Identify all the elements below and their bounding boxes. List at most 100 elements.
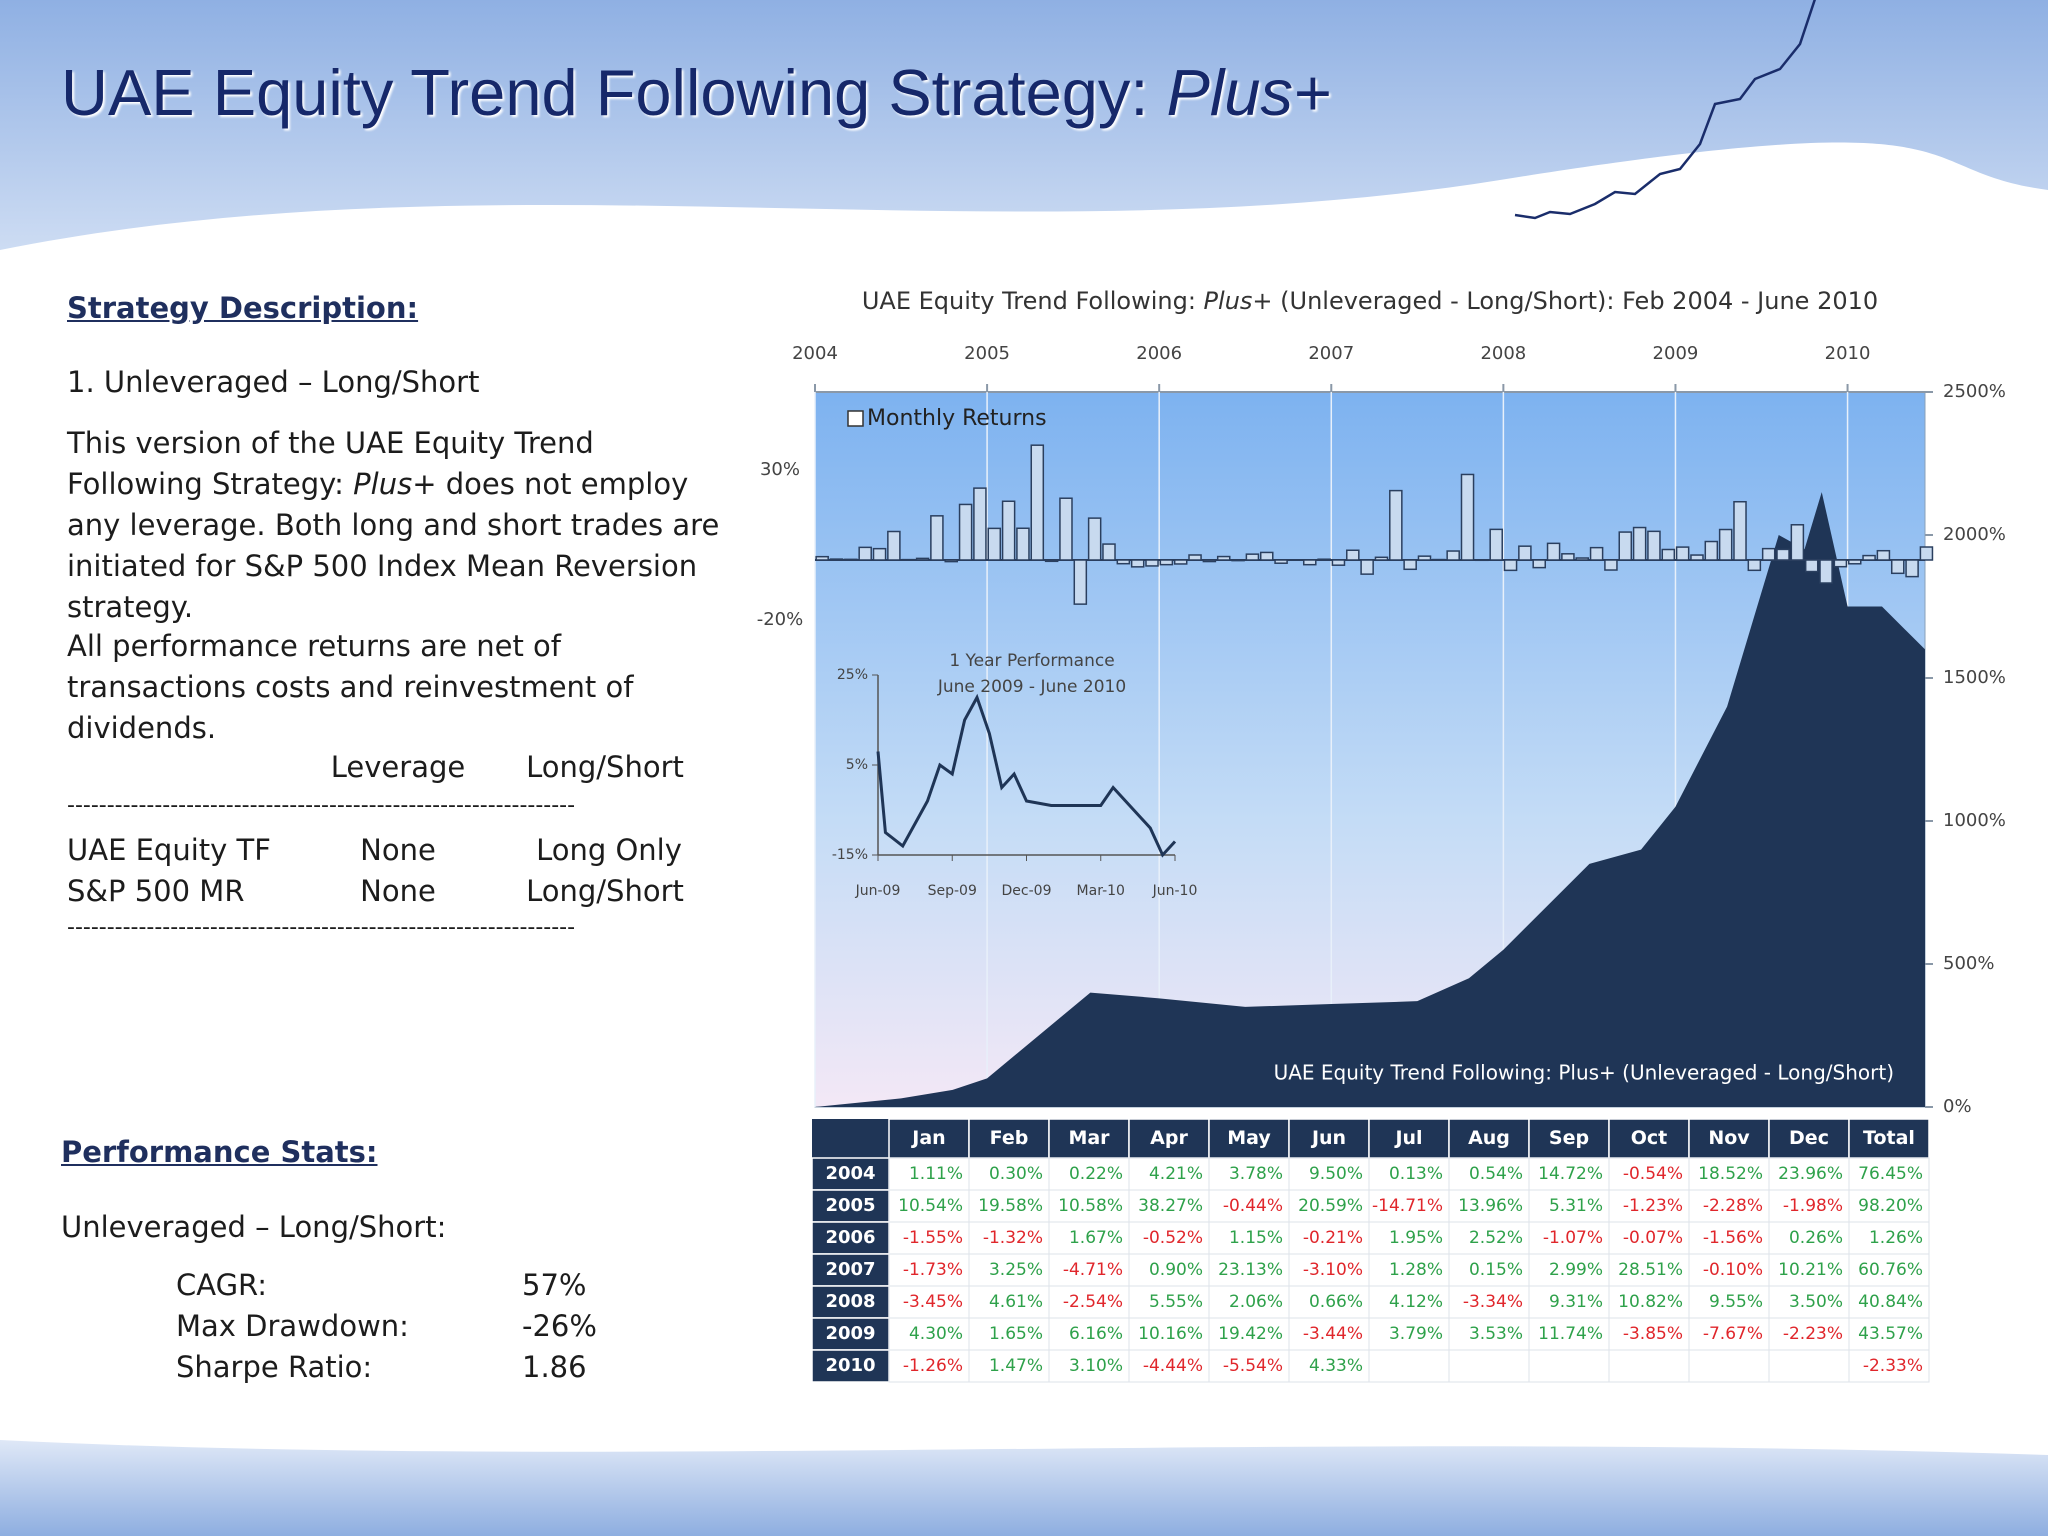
cumulative-area	[815, 492, 1925, 1108]
x-tick-label: 2010	[1825, 343, 1871, 364]
y2-tick-label: 0%	[1943, 1096, 1972, 1117]
table-cell-value: 3.53%	[1469, 1324, 1523, 1344]
table-cell	[888, 1157, 970, 1191]
table-cell	[968, 1253, 1050, 1287]
bar	[1847, 559, 1862, 565]
table-cell-value: 0.15%	[1469, 1260, 1523, 1280]
table-cell	[1768, 1317, 1850, 1351]
table-cell-value: 1.11%	[909, 1164, 963, 1184]
cell: Long/Short	[526, 874, 684, 908]
x-tick-label: 2009	[1653, 343, 1699, 364]
bar	[1446, 550, 1460, 561]
table-cell	[1768, 1157, 1850, 1191]
table-cell-value: 13.96%	[1458, 1196, 1523, 1216]
bar	[1532, 559, 1546, 569]
table-cell	[1848, 1349, 1930, 1383]
inset-x-tick-label: Jun-10	[1152, 883, 1198, 899]
table-cell	[1848, 1157, 1930, 1191]
divider: ----------------------------------------…	[67, 915, 576, 940]
table-cell	[1368, 1349, 1450, 1383]
bar	[958, 503, 973, 561]
table-cell	[1528, 1253, 1610, 1287]
bar	[1704, 540, 1719, 561]
paragraph-italic: Plus+	[353, 467, 437, 501]
table-cell-value: 43.57%	[1858, 1324, 1923, 1344]
table-cell	[1288, 1317, 1370, 1351]
table-header-cell	[1848, 1118, 1930, 1159]
table-cell	[1288, 1221, 1370, 1255]
table-header-label: Sep	[1549, 1127, 1589, 1149]
table-cell-value: -1.55%	[903, 1228, 963, 1248]
chart-title-text: (Unleveraged - Long/Short): Feb 2004 - J…	[1272, 287, 1879, 315]
bar	[844, 558, 858, 561]
bar	[1016, 527, 1030, 561]
table-header-label: May	[1227, 1127, 1271, 1149]
x-tick-label: 2008	[1480, 343, 1526, 364]
table-header-cell	[812, 1119, 889, 1158]
bar	[1374, 556, 1389, 561]
year-label: 2009	[825, 1323, 875, 1344]
table-cell-value: 3.79%	[1389, 1324, 1443, 1344]
table-cell	[888, 1317, 970, 1351]
bar	[1417, 555, 1432, 561]
table-cell-value: 10.58%	[1058, 1196, 1123, 1216]
bar	[987, 527, 1002, 561]
table-cell	[1768, 1285, 1850, 1319]
table-header-label: Jan	[910, 1127, 945, 1149]
inset-y-tick-label: 25%	[837, 667, 868, 683]
x-tick-label: 2005	[964, 343, 1010, 364]
table-cell-value: -2.28%	[1703, 1196, 1763, 1216]
table-cell	[1608, 1349, 1690, 1383]
table-cell	[1688, 1157, 1770, 1191]
bar	[815, 555, 829, 561]
bar	[1518, 545, 1532, 561]
table-cell	[1048, 1285, 1130, 1319]
bar	[1087, 517, 1102, 561]
bar	[1173, 559, 1188, 565]
table-cell	[888, 1253, 970, 1287]
table-cell-value: 60.76%	[1858, 1260, 1923, 1280]
bar	[1876, 549, 1891, 561]
bar	[1503, 559, 1518, 572]
bar	[1044, 559, 1059, 563]
table-cell-value: -1.23%	[1623, 1196, 1683, 1216]
y2-tick-label: 1000%	[1943, 810, 2006, 831]
stats-heading: Performance Stats:	[61, 1135, 378, 1169]
table-cell-value: -14.71%	[1372, 1196, 1443, 1216]
table-cell-value: -3.10%	[1303, 1260, 1363, 1280]
bar	[1331, 559, 1346, 566]
cell: None	[360, 874, 436, 908]
bar	[1733, 500, 1747, 561]
table-cell	[1048, 1189, 1130, 1223]
y2-tick-label: 2000%	[1943, 524, 2006, 545]
table-cell-value: 0.90%	[1149, 1260, 1203, 1280]
bar	[1231, 559, 1245, 562]
bar	[930, 515, 944, 561]
table-cell-value: 4.21%	[1149, 1164, 1203, 1184]
table-header-label: Aug	[1468, 1127, 1510, 1149]
table-cell-value: 2.06%	[1229, 1292, 1283, 1312]
table-cell-value: -0.21%	[1303, 1228, 1363, 1248]
table-cell-value: -0.52%	[1143, 1228, 1203, 1248]
row-label: UAE Equity TF	[67, 833, 271, 867]
table-header-label: Dec	[1789, 1127, 1829, 1149]
bar	[1589, 546, 1604, 561]
table-cell-value: 10.54%	[898, 1196, 963, 1216]
bar	[858, 546, 872, 561]
table-cell	[1448, 1221, 1530, 1255]
inset-title: 1 Year Performance	[949, 651, 1114, 671]
table-cell-value: 0.30%	[989, 1164, 1043, 1184]
table-cell	[1848, 1285, 1930, 1319]
table-cell	[1768, 1349, 1850, 1383]
table-cell-value: 4.12%	[1389, 1292, 1443, 1312]
year-label: 2010	[825, 1355, 875, 1376]
bar	[1905, 559, 1919, 578]
table-cell-value: 28.51%	[1618, 1260, 1683, 1280]
slide-title: UAE Equity Trend Following Strategy: Plu…	[61, 55, 1331, 130]
table-cell-value: 38.27%	[1138, 1196, 1203, 1216]
table-cell-value: 3.78%	[1229, 1164, 1283, 1184]
table-header-label: Jul	[1393, 1127, 1422, 1149]
bar	[1302, 559, 1317, 566]
x-tick-label: 2007	[1308, 343, 1354, 364]
bar	[1259, 551, 1274, 561]
